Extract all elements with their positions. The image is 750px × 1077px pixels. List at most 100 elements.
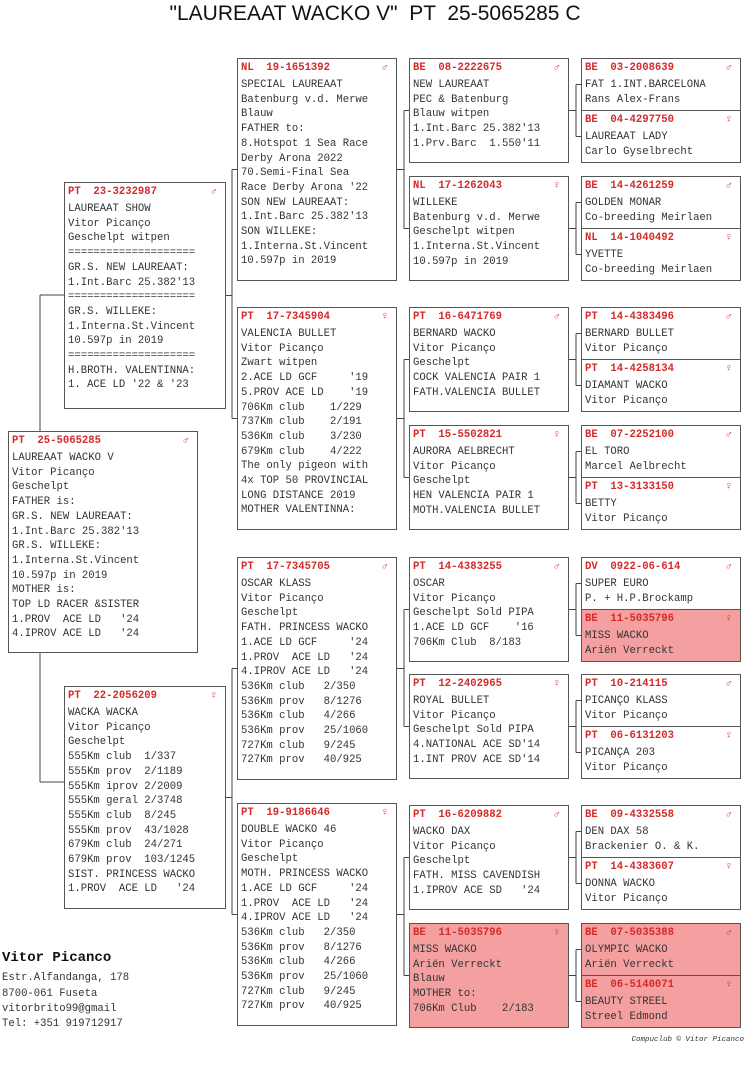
pigeon-card: PT 17-7345705 ♂ OSCAR KLASS Vitor Picanço Ge… (237, 557, 397, 780)
pigeon-card: PT 13-3133150 ♀ BETTY Vitor Picanço (581, 477, 741, 530)
ring-number: BE 07-5035388 ♂ (585, 927, 732, 939)
owner-city: 8700-061 Fuseta (2, 988, 98, 1000)
pigeon-info-line: LONG DISTANCE 2019 (241, 489, 356, 502)
male-icon: ♂ (381, 561, 388, 573)
pigeon-info-line: 1.PROV ACE LD '24 (241, 651, 369, 664)
pigeon-info-line: 1.Interna.St.Vincent (413, 241, 541, 254)
pigeon-info-line: WACKA WACKA (68, 707, 138, 719)
pigeon-info-line: DEN DAX 58 (585, 826, 649, 838)
pigeon-info-line: HEN VALENCIA PAIR 1 (413, 490, 534, 503)
pigeon-card: PT 14-4383496 ♂ BERNARD BULLET Vitor Picanç… (581, 307, 741, 360)
pigeon-info-line: 1.ACE LD GCF '24 (241, 882, 369, 895)
female-icon: ♀ (553, 429, 560, 441)
female-icon: ♀ (381, 311, 388, 323)
pigeon-card: NL 14-1040492 ♀ YVETTE Co-breeding Meirlaen (581, 228, 741, 281)
pigeon-card: NL 19-1651392 ♂ SPECIAL LAUREAAT Batenburg … (237, 58, 397, 281)
pigeon-info-line: 8.Hotspot 1 Sea Race (241, 137, 369, 150)
pigeon-info-line: Vitor Picanço (585, 342, 668, 355)
pigeon-info-line: 1.PROV ACE LD '24 (68, 883, 196, 896)
pigeon-info-line: Vitor Picanço (585, 892, 668, 905)
pigeon-info-line: 1.Prv.Barc 1.550'11 (413, 137, 541, 150)
pigeon-card: NL 17-1262043 ♀ WILLEKE Batenburg v.d. Merw… (409, 176, 569, 281)
male-icon: ♂ (725, 809, 732, 821)
pigeon-info-line: PICANÇO KLASS (585, 695, 668, 707)
ring-number: PT 14-4383255 ♂ (413, 561, 560, 573)
pigeon-info-line: 706Km Club 2/183 (413, 1002, 534, 1015)
female-icon: ♀ (725, 613, 732, 625)
pigeon-info-line: Geschelpt (68, 736, 126, 749)
pigeon-info-line: FATHER to: (241, 123, 305, 136)
pigeon-card: PT 14-4383255 ♂ OSCAR Vitor Picanço Geschelp… (409, 557, 569, 662)
pigeon-info-line: Derby Arona 2022 (241, 152, 343, 165)
pigeon-info-line: COCK VALENCIA PAIR 1 (413, 372, 541, 385)
ring-number: DV 0922-06-614 ♂ (585, 561, 732, 573)
pigeon-card: PT 06-6131203 ♀ PICANÇA 203 Vitor Picanço (581, 726, 741, 779)
pigeon-info-line: OSCAR (413, 578, 445, 590)
pigeon-info-line: Blauw (413, 973, 445, 986)
pigeon-info-line: Vitor Picanço (585, 512, 668, 525)
female-icon: ♀ (725, 730, 732, 742)
pigeon-info-line: WACKO DAX (413, 826, 471, 838)
pigeon-info-line: 1.ACE LD GCF '16 (413, 622, 534, 635)
pigeon-info-line: Streel Edmond (585, 1010, 668, 1023)
pigeon-info-line: 1.IPROV ACE SD '24 (413, 884, 541, 897)
pigeon-card: PT 12-2402965 ♀ ROYAL BULLET Vitor Picanço G… (409, 674, 569, 779)
ring-number: BE 11-5035796 ♀ (413, 927, 560, 939)
pigeon-info-line: 536Km club 3/230 (241, 430, 362, 443)
pigeon-info-line: BERNARD BULLET (585, 328, 675, 340)
pigeon-info-line: Zwart witpen (241, 357, 318, 370)
pigeon-info-line: 706Km club 1/229 (241, 401, 362, 414)
pigeon-info-line: 555Km club 8/245 (68, 809, 177, 822)
ring-number: BE 08-2222675 ♂ (413, 62, 560, 74)
female-icon: ♀ (553, 927, 560, 939)
pigeon-card: PT 19-9186646 ♀ DOUBLE WACKO 46 Vitor Pican… (237, 803, 397, 1026)
pigeon-info-line: SUPER EURO (585, 578, 649, 590)
owner-address: Estr.Alfandanga, 178 (2, 972, 130, 984)
pigeon-info-line: SIST. PRINCESS WACKO (68, 868, 196, 881)
pigeon-info-line: Ariën Verreckt (585, 958, 675, 971)
male-icon: ♂ (553, 62, 560, 74)
pigeon-info-line: 4x TOP 50 PROVINCIAL (241, 475, 369, 488)
pigeon-info-line: LAUREAAT SHOW (68, 203, 151, 215)
pigeon-info-line: 10.597p in 2019 (12, 569, 108, 582)
ring-number: PT 15-5502821 ♀ (413, 429, 560, 441)
pigeon-info-line: Vitor Picanço (241, 592, 324, 605)
pigeon-info-line: 1.Int.Barc 25.382'13 (12, 525, 140, 538)
pigeon-card: PT 22-2056209 ♀ WACKA WACKA Vitor Picanço Ge… (64, 686, 226, 909)
pigeon-info-line: BERNARD WACKO (413, 328, 496, 340)
male-icon: ♂ (182, 435, 189, 447)
pigeon-info-line: TOP LD RACER &SISTER (12, 599, 140, 612)
ring-number: BE 14-4261259 ♂ (585, 180, 732, 192)
pigeon-info-line: Geschelpt witpen (413, 226, 515, 239)
pigeon-info-line: ROYAL BULLET (413, 695, 490, 707)
ring-number: PT 13-3133150 ♀ (585, 481, 732, 493)
pigeon-info-line: WILLEKE (413, 197, 458, 209)
pigeon-info-line: Geschelpt (413, 855, 471, 868)
pigeon-card: BE 06-5140071 ♀ BEAUTY STREEL Streel Edmond (581, 975, 741, 1028)
ring-number: BE 04-4297750 ♀ (585, 114, 732, 126)
pigeon-info-line: 536Km club 4/266 (241, 956, 356, 969)
pigeon-card: PT 16-6209882 ♂ WACKO DAX Vitor Picanço Gesc… (409, 805, 569, 910)
pigeon-info-line: Vitor Picanço (413, 840, 496, 853)
pigeon-info-line: 4.NATIONAL ACE SD'14 (413, 739, 541, 752)
pigeon-info-line: Vitor Picanço (12, 466, 95, 479)
pigeon-info-line: 1.Interna.St.Vincent (68, 320, 196, 333)
owner-email: vitorbrito99@gmail (2, 1003, 117, 1015)
pigeon-info-line: EL TORO (585, 446, 630, 458)
pigeon-card: PT 10-214115 ♂ PICANÇO KLASS Vitor Picanço (581, 674, 741, 727)
pigeon-info-line: GR.S. NEW LAUREAAT: (68, 261, 189, 274)
ring-number: PT 14-4383496 ♂ (585, 311, 732, 323)
ring-number: BE 09-4332558 ♂ (585, 809, 732, 821)
pigeon-info-line: DIAMANT WACKO (585, 380, 668, 392)
pigeon-info-line: Carlo Gyselbrecht (585, 145, 694, 158)
pigeon-info-line: BEAUTY STREEL (585, 996, 668, 1008)
pigeon-info-line: FATH. PRINCESS WACKO (241, 622, 369, 635)
pigeon-info-line: Vitor Picanço (413, 342, 496, 355)
pigeon-info-line: 1.Int.Barc 25.382'13 (241, 211, 369, 224)
pigeon-card: PT 17-7345904 ♀ VALENCIA BULLET Vitor Pican… (237, 307, 397, 530)
pigeon-info-line: LAUREAAT LADY (585, 131, 668, 143)
pigeon-info-line: Vitor Picanço (585, 394, 668, 407)
pigeon-info-line: SPECIAL LAUREAAT (241, 79, 343, 91)
pigeon-info-line: Batenburg v.d. Merwe (413, 211, 541, 224)
